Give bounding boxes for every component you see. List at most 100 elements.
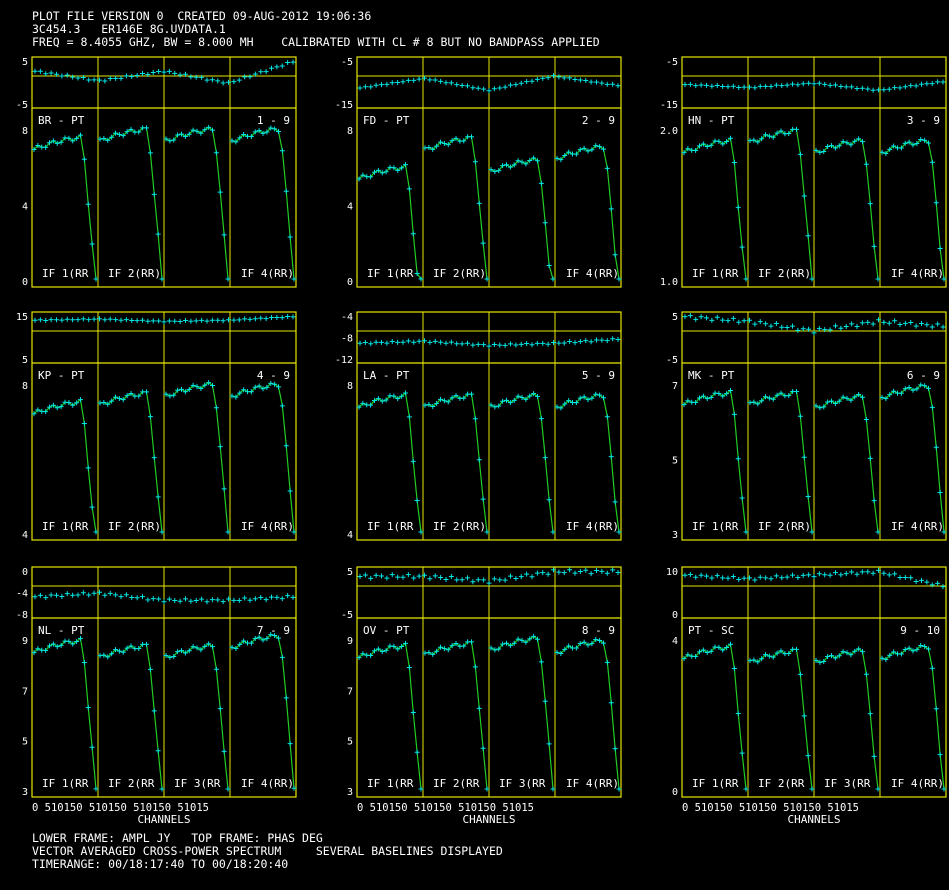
phase-point: [540, 75, 546, 81]
if-label: IF 2(RR: [433, 777, 480, 790]
phase-point: [892, 571, 898, 577]
amp-point: [697, 395, 702, 401]
amp-tick-label: 4: [22, 202, 28, 213]
baseline-index-label: 7 - 9: [257, 624, 290, 637]
amp-point: [391, 643, 397, 649]
phase-point: [524, 571, 530, 577]
amp-point: [151, 708, 157, 714]
amp-point: [883, 656, 889, 662]
amp-tick-label: 5: [672, 456, 678, 467]
amp-point: [248, 640, 254, 646]
amp-tick-label: 3: [347, 787, 353, 798]
phase-point: [698, 82, 704, 88]
phase-point: [91, 316, 97, 322]
phase-point: [924, 322, 930, 328]
amp-tick-label: 3: [672, 530, 678, 541]
phase-point: [800, 572, 806, 578]
phase-point: [806, 326, 812, 332]
amp-point: [739, 750, 745, 756]
amp-point: [848, 652, 854, 658]
amp-point: [116, 648, 122, 654]
amp-point: [368, 174, 374, 180]
amp-point: [581, 639, 587, 645]
if-label: IF 1(RR: [692, 267, 739, 280]
amp-point: [484, 529, 490, 535]
amp-point: [511, 162, 517, 168]
amp-point: [144, 641, 149, 647]
amp-point: [252, 636, 258, 642]
phase-point: [405, 77, 411, 83]
phase-point: [497, 577, 503, 583]
phase-point: [811, 81, 817, 87]
amp-point: [430, 651, 436, 657]
amp-point: [291, 785, 297, 791]
amp-point: [279, 654, 285, 660]
phase-point: [604, 570, 610, 576]
amp-point: [379, 398, 385, 404]
amp-point: [809, 786, 815, 792]
amp-point: [74, 639, 80, 645]
amp-point: [438, 139, 443, 145]
amp-point: [35, 143, 41, 149]
amp-point: [480, 496, 486, 502]
amp-point: [794, 126, 799, 132]
amp-point: [531, 155, 537, 161]
amp-tick-label: 4: [347, 202, 353, 213]
phase-point: [384, 340, 390, 346]
amp-point: [616, 276, 622, 282]
phase-point: [924, 579, 930, 585]
x-axis-label: CHANNELS: [788, 813, 841, 826]
amp-point: [542, 455, 548, 461]
amp-point: [821, 658, 827, 664]
footer-line-3: TIMERANGE: 00/18:17:40 TO 00/18:20:40: [32, 857, 289, 871]
amp-point: [585, 397, 591, 403]
amp-point: [929, 159, 935, 165]
amp-point: [716, 644, 722, 650]
amp-point: [356, 655, 362, 661]
if-label: IF 1(RR: [367, 267, 414, 280]
amp-point: [379, 170, 385, 176]
phase-point: [698, 314, 704, 320]
phase-point: [86, 592, 92, 598]
amp-point: [360, 172, 366, 178]
phase-point: [902, 320, 908, 326]
phase-point: [236, 77, 242, 83]
phase-point: [177, 598, 183, 604]
amp-point: [89, 504, 95, 510]
phase-point: [497, 342, 503, 348]
amp-point: [74, 400, 80, 406]
phase-point: [37, 68, 43, 74]
amp-point: [554, 404, 560, 410]
amp-point: [233, 646, 239, 652]
phase-point: [572, 340, 578, 346]
phase-point: [416, 338, 422, 344]
amp-tick-label: 8: [22, 381, 28, 392]
amp-point: [395, 646, 401, 652]
phase-point: [134, 72, 140, 78]
amp-point: [461, 643, 467, 649]
amp-point: [35, 646, 41, 652]
phase-point: [156, 69, 162, 75]
phase-point: [368, 84, 374, 90]
amp-point: [198, 130, 204, 136]
phase-point: [795, 82, 801, 88]
amp-point: [801, 193, 807, 199]
if-label: IF 3(RR: [499, 777, 546, 790]
amp-point: [418, 529, 424, 535]
phase-point: [752, 577, 758, 583]
amp-point: [403, 162, 408, 168]
phase-point: [448, 574, 454, 580]
phase-point: [725, 575, 731, 581]
amp-point: [217, 189, 223, 195]
amp-point: [538, 659, 544, 665]
amp-point: [527, 393, 533, 399]
phase-point: [107, 316, 113, 322]
amp-point: [50, 402, 56, 408]
amp-point: [863, 417, 869, 423]
amp-point: [720, 647, 726, 653]
phase-point: [123, 317, 129, 323]
phase-point: [561, 570, 567, 576]
phase-point: [870, 87, 876, 93]
phase-tick-label: -4: [341, 312, 353, 323]
amp-point: [716, 138, 722, 144]
